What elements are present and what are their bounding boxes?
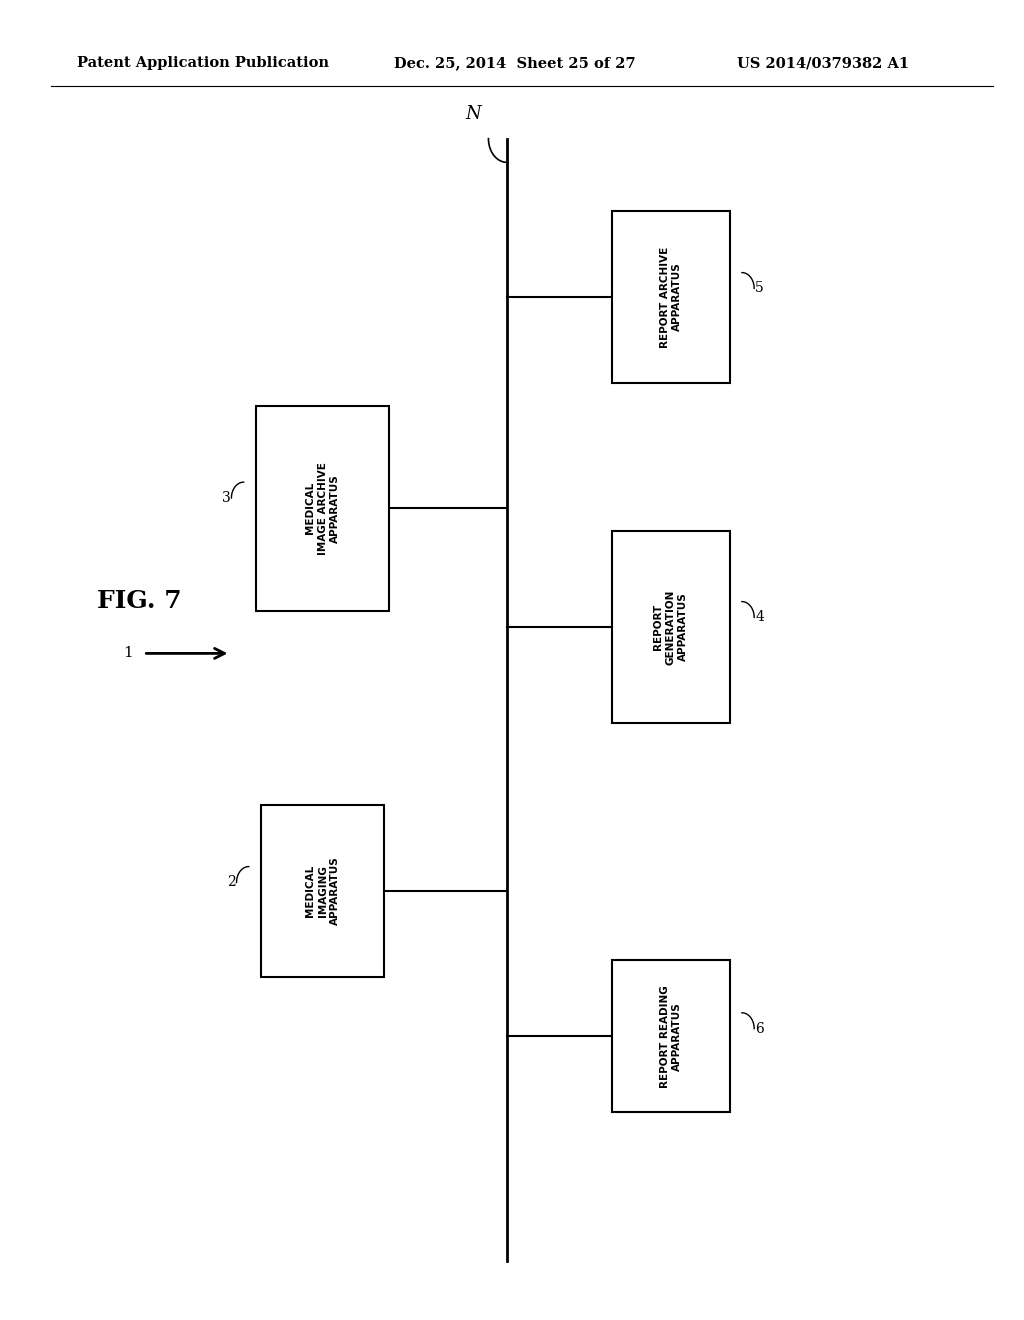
Text: 1: 1: [123, 647, 133, 660]
Text: REPORT
GENERATION
APPARATUS: REPORT GENERATION APPARATUS: [653, 589, 688, 665]
Bar: [261, 805, 384, 977]
Text: 3: 3: [221, 491, 230, 506]
Text: Dec. 25, 2014  Sheet 25 of 27: Dec. 25, 2014 Sheet 25 of 27: [394, 57, 636, 70]
Text: REPORT ARCHIVE
APPARATUS: REPORT ARCHIVE APPARATUS: [659, 247, 682, 347]
Text: N: N: [466, 104, 481, 123]
Text: FIG. 7: FIG. 7: [97, 589, 182, 612]
Bar: [256, 407, 389, 610]
Text: 4: 4: [756, 610, 764, 624]
Bar: [612, 211, 729, 383]
Text: 2: 2: [226, 875, 236, 890]
Text: MEDICAL
IMAGE ARCHIVE
APPARATUS: MEDICAL IMAGE ARCHIVE APPARATUS: [305, 462, 340, 554]
Bar: [612, 531, 729, 722]
Text: REPORT READING
APPARATUS: REPORT READING APPARATUS: [659, 985, 682, 1088]
Text: 5: 5: [756, 281, 764, 296]
Bar: [612, 961, 729, 1111]
Text: MEDICAL
IMAGING
APPARATUS: MEDICAL IMAGING APPARATUS: [305, 857, 340, 925]
Text: Patent Application Publication: Patent Application Publication: [77, 57, 329, 70]
Text: 6: 6: [756, 1022, 764, 1036]
Text: US 2014/0379382 A1: US 2014/0379382 A1: [737, 57, 909, 70]
